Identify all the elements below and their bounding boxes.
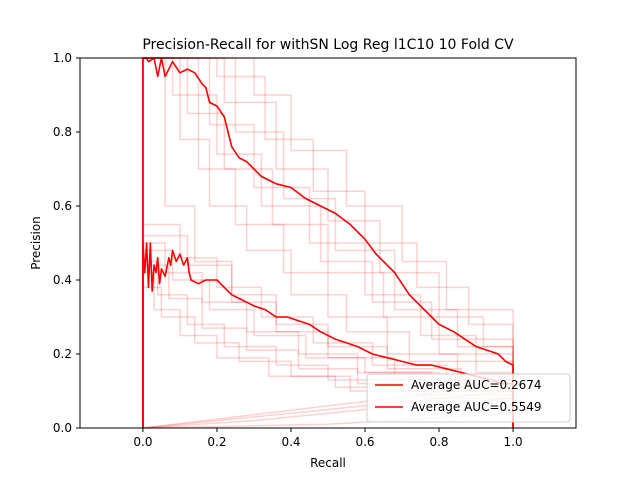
series-lines [142, 57, 514, 428]
x-tick-label: 0.6 [355, 435, 374, 449]
fold-curve [142, 57, 514, 428]
x-tick-label: 1.0 [504, 435, 523, 449]
series-line-1 [142, 57, 514, 428]
fold-curve [142, 57, 514, 428]
y-tick-label: 0.4 [53, 273, 72, 287]
fold-curve [142, 57, 514, 428]
legend-label-0: Average AUC=0.2674 [411, 378, 542, 392]
legend-label-1: Average AUC=0.5549 [411, 400, 542, 414]
y-tick-label: 0.0 [53, 421, 72, 435]
y-axis: 0.0 0.2 0.4 0.6 0.8 1.0 [53, 51, 80, 435]
chart-title: Precision-Recall for withSN Log Reg l1C1… [142, 37, 514, 53]
y-tick-label: 0.8 [53, 125, 72, 139]
x-tick-label: 0.0 [133, 435, 152, 449]
x-tick-label: 0.4 [281, 435, 300, 449]
fold-curve [142, 57, 514, 428]
fold-curve [142, 57, 514, 428]
y-tick-label: 0.6 [53, 199, 72, 213]
legend-box [366, 373, 571, 423]
fold-curve [142, 57, 514, 428]
fold-curve [142, 57, 514, 428]
fold-curve [142, 57, 514, 428]
x-axis: 0.0 0.2 0.4 0.6 0.8 1.0 [133, 428, 523, 449]
fold-curve [142, 57, 514, 428]
fold-curve [142, 57, 514, 428]
y-axis-label: Precision [29, 216, 43, 270]
legend: Average AUC=0.2674 Average AUC=0.5549 [366, 373, 571, 423]
x-tick-label: 0.8 [429, 435, 448, 449]
series-line-0 [142, 242, 514, 428]
plot-frame [79, 57, 577, 429]
x-axis-label: Recall [310, 456, 346, 470]
x-tick-label: 0.2 [207, 435, 226, 449]
y-tick-label: 0.2 [53, 347, 72, 361]
y-tick-label: 1.0 [53, 51, 72, 65]
